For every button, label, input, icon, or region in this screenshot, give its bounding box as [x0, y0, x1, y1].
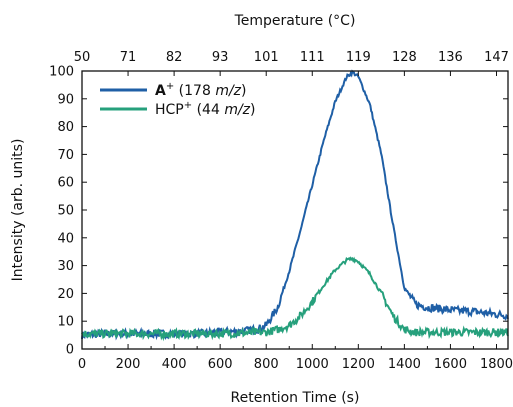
top-tick-label: 50	[74, 50, 91, 65]
top-axis: 50 71 82 93 101 111 119 128 136 147	[74, 50, 509, 76]
x-tick-label: 600	[208, 357, 233, 372]
x-tick-label: 1600	[434, 357, 467, 372]
top-tick-label: 147	[484, 50, 509, 65]
y-tick-label: 80	[57, 120, 74, 135]
top-tick-label: 111	[300, 50, 325, 65]
y-tick-label: 20	[57, 287, 74, 302]
y-axis-title: Intensity (arb. units)	[10, 139, 26, 282]
legend-label-hcp: HCP+ (44 m/z)	[155, 100, 256, 118]
y-tick-label: 70	[57, 148, 74, 163]
y-tick-label: 0	[66, 343, 74, 358]
series-line-0	[81, 69, 509, 341]
y-tick-label: 90	[57, 92, 74, 107]
top-axis-title: Temperature (°C)	[234, 13, 356, 29]
x-tick-label: 800	[254, 357, 279, 372]
top-tick-label: 119	[346, 50, 371, 65]
legend-label-a: A+ (178 m/z)	[155, 81, 247, 99]
x-tick-label: 1400	[388, 357, 421, 372]
series-line-1	[81, 256, 509, 342]
top-tick-label: 128	[392, 50, 417, 65]
plot-lines	[81, 69, 509, 342]
x-axis-title: Retention Time (s)	[231, 390, 360, 406]
left-axis: 0 10 20 30 40 50 60 70 80 90 100	[49, 65, 508, 358]
y-tick-label: 30	[57, 259, 74, 274]
y-tick-label: 50	[57, 204, 74, 219]
y-tick-label: 40	[57, 231, 74, 246]
x-tick-label: 1200	[342, 357, 375, 372]
bottom-axis: 0 200 400 600 800 1000 1200 1400 1600 1800	[78, 344, 513, 372]
top-tick-label: 136	[438, 50, 463, 65]
x-tick-label: 1000	[296, 357, 329, 372]
x-tick-label: 1800	[480, 357, 513, 372]
legend: A+ (178 m/z) HCP+ (44 m/z)	[100, 81, 256, 118]
top-tick-label: 71	[120, 50, 137, 65]
y-tick-label: 60	[57, 176, 74, 191]
y-tick-label: 10	[57, 315, 74, 330]
top-tick-label: 93	[212, 50, 229, 65]
top-tick-label: 82	[166, 50, 183, 65]
top-tick-label: 101	[254, 50, 279, 65]
x-tick-label: 200	[116, 357, 141, 372]
y-tick-label: 100	[49, 65, 74, 80]
x-tick-label: 400	[162, 357, 187, 372]
x-tick-label: 0	[78, 357, 86, 372]
